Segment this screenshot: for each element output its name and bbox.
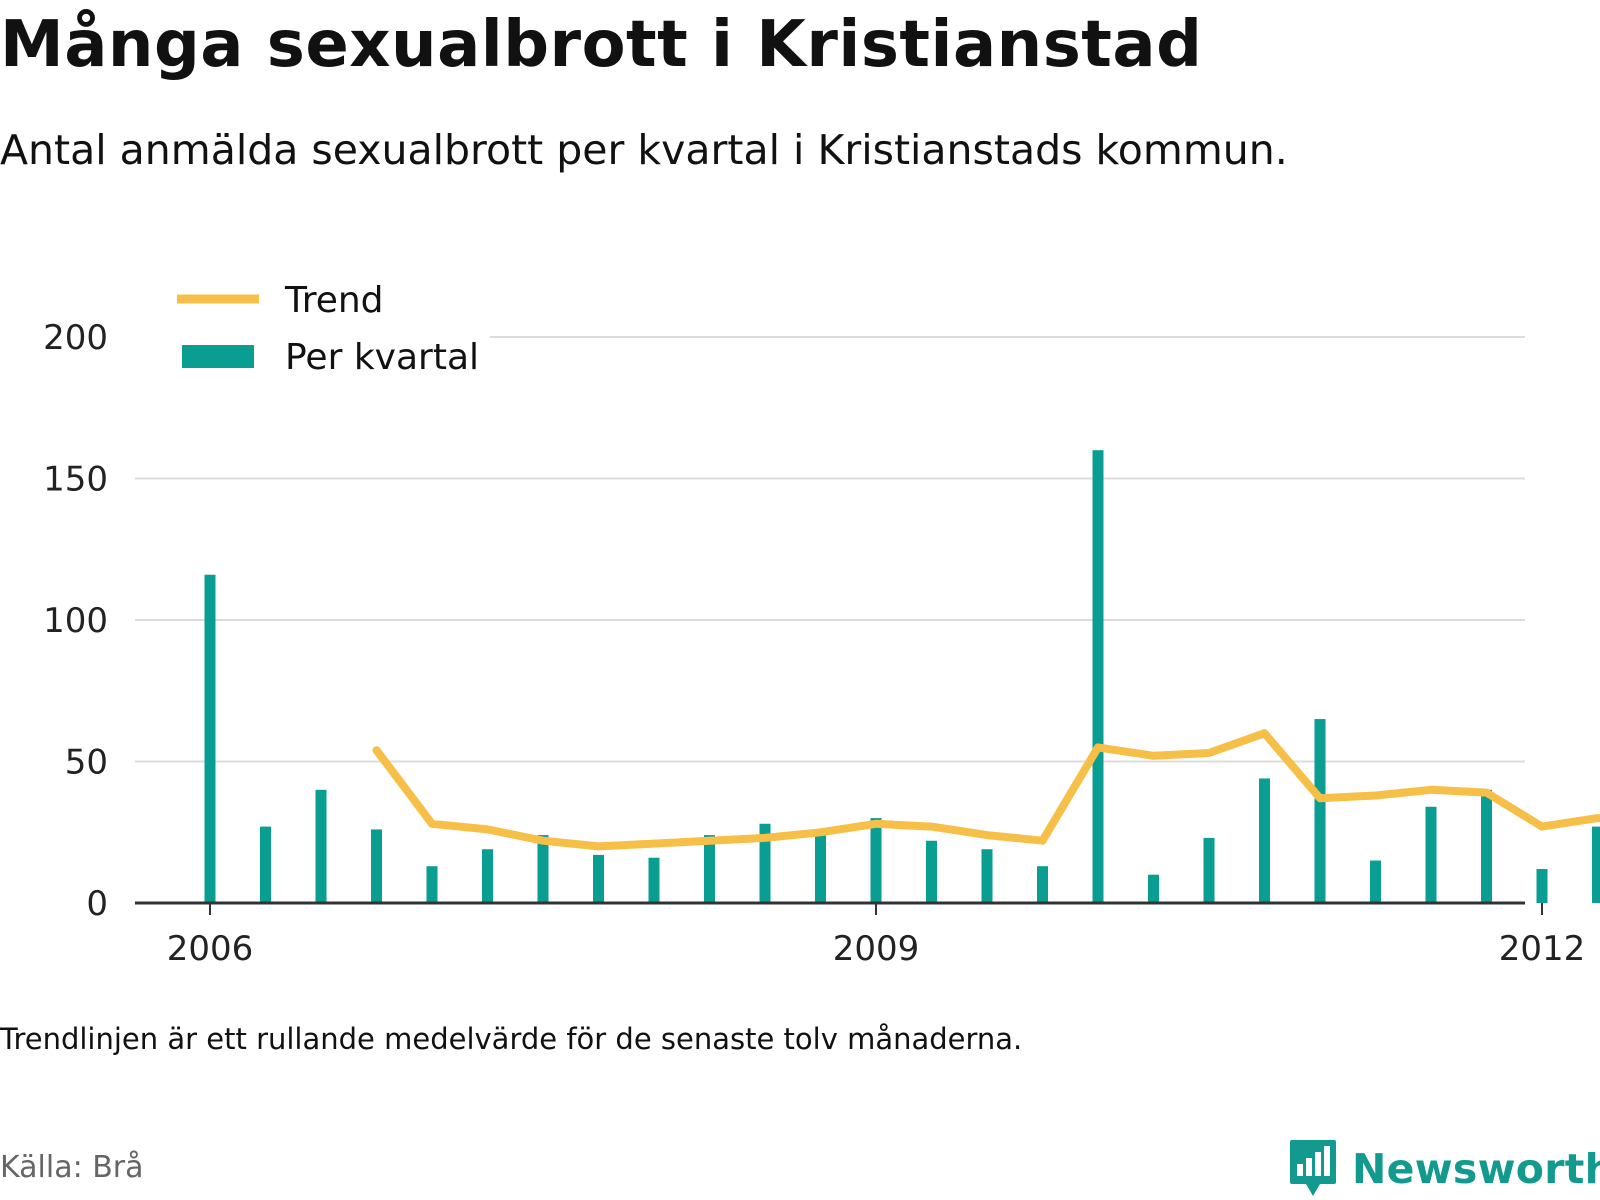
x-tick-label-2006: 2006 [167, 929, 254, 969]
bar-2010-Q3 [1203, 837, 1215, 903]
bar-2006-Q2 [260, 826, 271, 903]
legend-trend-label: Trend [284, 280, 384, 321]
bar-2006-Q1 [204, 574, 216, 903]
y-tick-label-50: 50 [65, 743, 108, 783]
bar-2012-Q2 [1592, 826, 1600, 903]
x-tick-label-2009: 2009 [833, 929, 920, 969]
bar-2012-Q1 [1536, 869, 1548, 903]
bar-2006-Q3 [315, 789, 327, 903]
y-tick-label-100: 100 [43, 601, 108, 641]
bar-2007-Q1 [426, 866, 438, 903]
bar-2008-Q4 [815, 835, 826, 903]
bar-2007-Q3 [537, 835, 549, 903]
y-tick-label-150: 150 [43, 460, 108, 500]
trend-note: Trendlinjen är ett rullande medelvärde f… [0, 1022, 1023, 1056]
bar-2011-Q3 [1425, 806, 1437, 903]
y-axis: 0 50 100 150 200 [43, 318, 108, 924]
bar-2008-Q2 [704, 835, 715, 903]
chart-subtitle: Antal anmälda sexualbrott per kvartal i … [0, 126, 1288, 174]
legend: Trend Per kvartal [130, 265, 490, 390]
bar-2008-Q1 [648, 857, 660, 903]
x-axis: 2006200920122015201820212023 [135, 901, 1586, 969]
x-tick-label-2012: 2012 [1499, 929, 1586, 969]
bar-2011-Q2 [1370, 860, 1381, 903]
legend-bar-label: Per kvartal [285, 337, 479, 378]
bars [204, 450, 1600, 903]
bar-2007-Q4 [593, 854, 604, 903]
bar-2009-Q4 [1037, 866, 1048, 903]
grid [135, 336, 1525, 763]
chart-title: Många sexualbrott i Kristianstad [0, 8, 1203, 82]
source-label: Källa: Brå [0, 1150, 144, 1185]
legend-background [130, 265, 490, 390]
bar-2006-Q4 [371, 829, 382, 903]
bar-2009-Q3 [981, 849, 993, 903]
newsworthy-logo-icon [1290, 1140, 1336, 1196]
bar-2008-Q3 [759, 823, 771, 903]
bar-2011-Q4 [1481, 789, 1492, 903]
trend-line [372, 729, 1600, 851]
legend-bar-swatch [182, 345, 254, 368]
bar-2007-Q2 [482, 849, 493, 903]
brand-name: Newsworthy [1352, 1145, 1600, 1193]
bar-2011-Q1 [1314, 719, 1326, 903]
bar-2010-Q2 [1148, 874, 1159, 903]
bar-2009-Q2 [926, 840, 937, 903]
trend-series [372, 729, 1600, 851]
bar-2010-Q1 [1092, 450, 1104, 903]
y-tick-label-0: 0 [86, 884, 108, 924]
bar-2010-Q4 [1259, 778, 1270, 903]
bar-2009-Q1 [870, 818, 882, 903]
brand-logo[interactable]: Newsworthy [1288, 1138, 1600, 1200]
y-tick-label-200: 200 [43, 318, 108, 358]
